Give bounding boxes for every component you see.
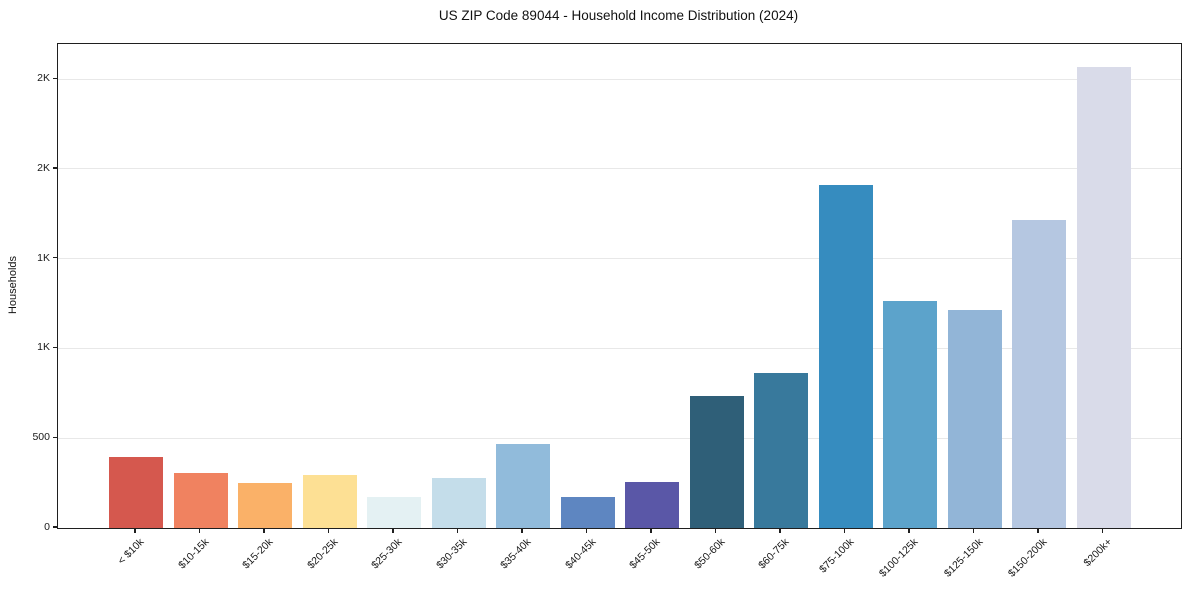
chart-title: US ZIP Code 89044 - Household Income Dis… xyxy=(438,8,799,23)
x-axis-tick-mark xyxy=(714,528,717,533)
x-axis-tick-mark xyxy=(263,528,265,533)
x-axis-tick-mark xyxy=(1101,528,1104,533)
x-axis-tick-mark xyxy=(650,528,652,533)
x-axis-tick-mark xyxy=(392,528,394,533)
gridline xyxy=(58,78,1181,80)
bar-$125-150k xyxy=(947,310,1002,528)
y-axis-tick-mark xyxy=(53,346,57,349)
x-axis-tick-mark xyxy=(456,528,459,533)
y-tick-label: 500 xyxy=(32,431,50,444)
plot-area xyxy=(57,43,1182,529)
y-tick-label: 2K xyxy=(37,72,50,85)
bar-$30-35k xyxy=(431,477,486,528)
bar-$50-60k xyxy=(689,396,744,528)
bar-$150-200k xyxy=(1012,219,1066,528)
x-axis-tick-mark xyxy=(843,528,846,533)
bar-$15-20k xyxy=(238,483,292,528)
x-axis-tick-mark xyxy=(908,528,910,533)
bar-$200k+ xyxy=(1076,66,1131,528)
y-axis-tick-mark xyxy=(53,257,57,259)
y-tick-label: 1K xyxy=(37,341,50,354)
x-axis-tick-mark xyxy=(134,528,136,533)
y-axis-tick-mark xyxy=(53,436,57,438)
bar-$60-75k xyxy=(754,373,808,528)
y-tick-label: 0 xyxy=(44,521,50,533)
y-axis-tick-mark xyxy=(53,77,57,79)
bar-$35-40k xyxy=(496,443,550,528)
bar-$45-50k xyxy=(625,482,679,528)
y-axis-tick-mark xyxy=(53,526,57,528)
gridline xyxy=(58,258,1181,260)
x-axis-tick-mark xyxy=(521,528,523,533)
x-axis-tick-mark xyxy=(198,528,201,533)
x-axis-tick-mark xyxy=(327,528,330,533)
gridline xyxy=(58,168,1181,170)
bar-$40-45k xyxy=(560,497,615,528)
bar-< $10k xyxy=(109,456,163,528)
y-tick-label: 1K xyxy=(37,251,50,264)
gridline xyxy=(58,347,1181,349)
x-axis-tick-mark xyxy=(779,528,781,533)
bar-$100-125k xyxy=(883,301,937,528)
bar-$75-100k xyxy=(818,184,873,528)
gridline xyxy=(58,437,1181,439)
x-tick-label: < $10k xyxy=(115,536,147,567)
bar-$20-25k xyxy=(302,474,357,528)
x-axis-tick-mark xyxy=(585,528,588,533)
bar-$10-15k xyxy=(173,472,228,528)
x-axis-tick-mark xyxy=(1037,528,1039,533)
x-axis-tick-mark xyxy=(972,528,975,533)
y-tick-label: 2K xyxy=(37,161,50,174)
bar-$25-30k xyxy=(367,497,421,528)
y-axis-tick-mark xyxy=(53,167,57,169)
